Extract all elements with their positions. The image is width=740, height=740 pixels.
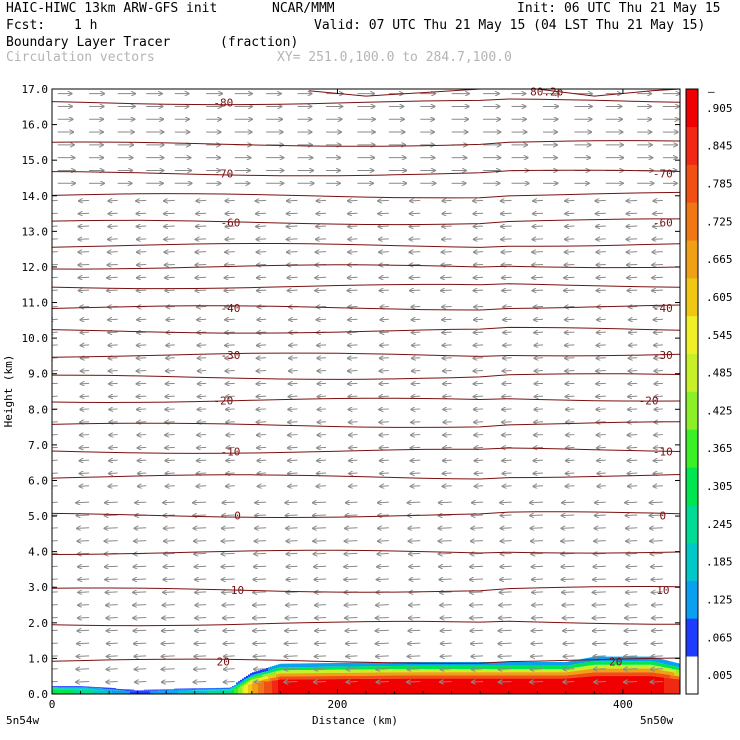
colorbar-swatch xyxy=(686,580,698,619)
contour-label: -60 xyxy=(220,216,240,229)
colorbar-tick-label: .665 xyxy=(706,253,733,266)
y-tick-label: 17.0 xyxy=(22,83,49,96)
contour-label: 0 xyxy=(660,509,667,522)
colorbar-swatch xyxy=(686,202,698,241)
contour-label: -10 xyxy=(653,445,673,458)
plot-frame xyxy=(51,88,681,695)
contour-label: 10 xyxy=(656,584,669,597)
x-start-location: 5n54w xyxy=(6,714,39,727)
y-tick-label: 14.0 xyxy=(22,190,49,203)
y-tick-label: 11.0 xyxy=(22,297,49,310)
wind-vector-layer xyxy=(52,94,680,683)
valid-time: Valid: 07 UTC Thu 21 May 15 (04 LST Thu … xyxy=(314,18,706,33)
contour-label: 20 xyxy=(609,655,622,668)
contour-label: -40 xyxy=(220,302,240,315)
colorbar-swatch xyxy=(686,656,698,695)
y-tick-label: 4.0 xyxy=(28,546,48,559)
fcst-value: 1 h xyxy=(74,18,98,33)
colorbar-tick-label: .305 xyxy=(706,480,733,493)
y-tick-label: 8.0 xyxy=(28,403,48,416)
y-tick-label: 3.0 xyxy=(28,581,48,594)
contour-label: -70 xyxy=(213,168,233,181)
colorbar-tick-label: .845 xyxy=(706,140,733,153)
overlay-name: Circulation vectors xyxy=(6,50,155,65)
contour-label-layer: 80.2p 20 20 10 10 0 0 -10 -10 -20 -20 -30 -30 -40 -40 -… xyxy=(213,85,673,668)
colorbar-swatch xyxy=(686,126,698,165)
y-axis-label: Height (km) xyxy=(2,355,15,428)
colorbar-swatch xyxy=(686,542,698,581)
init-time: Init: 06 UTC Thu 21 May 15 xyxy=(517,1,721,16)
colorbar-swatch xyxy=(686,240,698,279)
colorbar: .005 .065 .125 .185 .245 .305 .365 .425 .485 .545… xyxy=(685,85,733,695)
y-tick-label: 7.0 xyxy=(28,439,48,452)
y-tick-label: 2.0 xyxy=(28,617,48,630)
colorbar-swatch xyxy=(686,89,698,128)
contour-label: -70 xyxy=(653,168,673,181)
x-tick-label: 0 xyxy=(49,698,56,711)
model-title: HAIC-HIWC 13km ARW-GFS init xyxy=(6,1,218,16)
colorbar-tick-label: .425 xyxy=(706,404,733,417)
temperature-contour-layer xyxy=(52,89,680,664)
x-end-location: 5n50w xyxy=(640,714,673,727)
colorbar-tick-label: .365 xyxy=(706,442,733,455)
cross-section-coords: XY= 251.0,100.0 to 284.7,100.0 xyxy=(277,50,512,65)
colorbar-tick-label: .185 xyxy=(706,556,733,569)
y-tick-label: 1.0 xyxy=(28,652,48,665)
field-name: Boundary Layer Tracer xyxy=(6,35,171,50)
contour-label: -40 xyxy=(653,302,673,315)
colorbar-swatch xyxy=(686,504,698,544)
colorbar-swatch xyxy=(686,429,698,468)
contour-label: -30 xyxy=(220,349,240,362)
org-label: NCAR/MMM xyxy=(272,1,335,16)
y-tick-label: 10.0 xyxy=(22,332,49,345)
x-tick-label: 400 xyxy=(613,698,633,711)
colorbar-tick-label: .125 xyxy=(706,593,733,606)
axis-layer: 0.0 1.0 2.0 3.0 4.0 5.0 6.0 7.0 8.0 9.0 10.0 11.0 12… xyxy=(22,83,681,711)
colorbar-tick-label: .005 xyxy=(706,669,733,682)
x-tick-label: 200 xyxy=(328,698,348,711)
colorbar-swatch xyxy=(686,164,698,203)
y-tick-label: 16.0 xyxy=(22,119,49,132)
colorbar-tick-label: .545 xyxy=(706,329,733,342)
contour-label: 20 xyxy=(217,655,230,668)
colorbar-tick-label: .605 xyxy=(706,291,733,304)
contour-label: 10 xyxy=(231,584,244,597)
colorbar-tick-label: .245 xyxy=(706,518,733,531)
tracer-field-layer xyxy=(52,656,680,694)
contour-label: -80 xyxy=(213,97,233,110)
y-tick-label: 5.0 xyxy=(28,510,48,523)
colorbar-tick-label: .485 xyxy=(706,367,733,380)
y-tick-label: 15.0 xyxy=(22,154,49,167)
colorbar-swatch xyxy=(686,618,698,657)
y-tick-label: 6.0 xyxy=(28,474,48,487)
field-units: (fraction) xyxy=(220,35,299,50)
colorbar-tick-label: .725 xyxy=(706,215,733,228)
colorbar-tick-label: .905 xyxy=(706,102,733,115)
contour-label: -20 xyxy=(213,394,233,407)
y-tick-label: 9.0 xyxy=(28,368,48,381)
contour-label: -10 xyxy=(220,445,240,458)
y-tick-label: 13.0 xyxy=(22,225,49,238)
fcst-label: Fcst: xyxy=(6,18,46,33)
contour-label: -20 xyxy=(639,394,659,407)
contour-label-top: 80.2p xyxy=(530,85,563,98)
colorbar-swatch xyxy=(686,391,698,430)
colorbar-top-tick: – xyxy=(708,85,715,98)
y-tick-label: 0.0 xyxy=(28,688,48,701)
colorbar-swatch xyxy=(686,353,698,392)
colorbar-swatch xyxy=(686,467,698,506)
x-axis-label: Distance (km) xyxy=(312,714,398,727)
colorbar-swatch xyxy=(686,278,698,317)
colorbar-swatch xyxy=(686,315,698,354)
contour-label: -30 xyxy=(653,349,673,362)
contour-label: 0 xyxy=(234,509,241,522)
y-tick-label: 12.0 xyxy=(22,261,49,274)
colorbar-tick-label: .065 xyxy=(706,631,733,644)
colorbar-tick-label: .785 xyxy=(706,178,733,191)
contour-label: -60 xyxy=(653,216,673,229)
